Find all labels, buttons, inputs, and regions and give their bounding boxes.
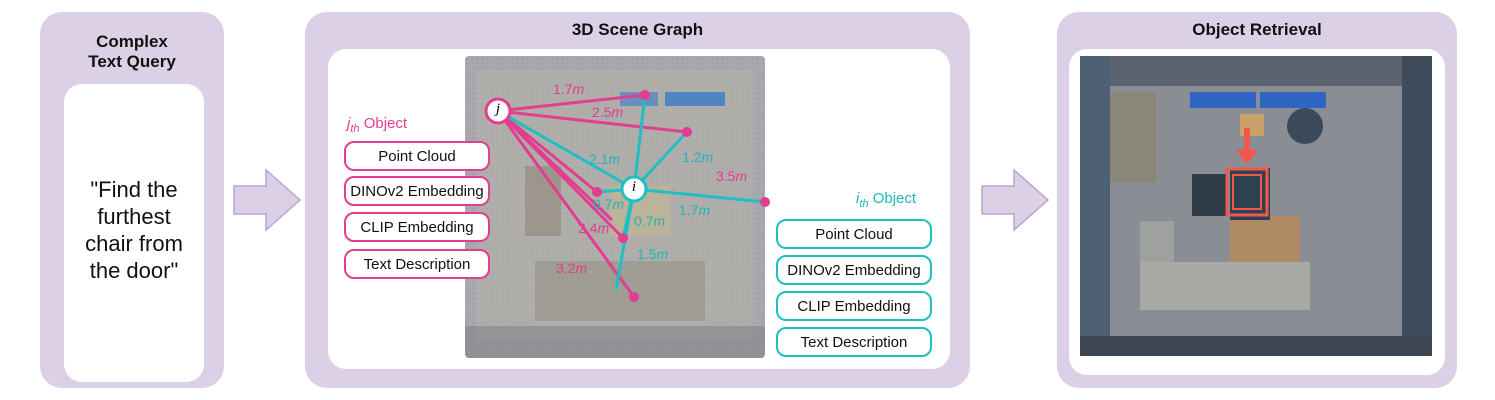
i-feature-clip: CLIP Embedding xyxy=(776,291,932,321)
node-i-label: i xyxy=(631,179,637,195)
distance-label: 0.7m xyxy=(593,196,625,212)
distance-label: 2.5m xyxy=(592,104,624,120)
distance-label: 3.5m xyxy=(716,168,748,184)
distance-label: 3.2m xyxy=(556,260,588,276)
flow-arrow-icon xyxy=(233,168,302,232)
room-render xyxy=(1080,56,1432,356)
distance-label: 1.2m xyxy=(682,149,714,165)
j-feature-clip: CLIP Embedding xyxy=(344,212,490,242)
j-feature-point-cloud: Point Cloud xyxy=(344,141,490,171)
i-feature-text: Text Description xyxy=(776,327,932,357)
retrieval-panel-title: Object Retrieval xyxy=(1192,20,1322,39)
i-object-label: ith Object xyxy=(856,190,917,210)
distance-label: 1.7m xyxy=(679,202,711,218)
distance-label: 1.7m xyxy=(553,81,585,97)
flow-arrow-icon xyxy=(981,168,1050,232)
distance-label: 2.4m xyxy=(578,220,610,236)
distance-label: 0.7m xyxy=(634,213,666,229)
j-object-label: jth Object xyxy=(347,115,408,135)
i-feature-dinov2: DINOv2 Embedding xyxy=(776,255,932,285)
query-text: "Find the furthest chair from the door" xyxy=(85,177,183,283)
query-panel: Complex Text Query "Find the furthest ch… xyxy=(40,12,224,388)
query-box: "Find the furthest chair from the door" xyxy=(64,84,204,382)
query-panel-title: Complex Text Query xyxy=(88,32,176,71)
distance-label: 2.1m xyxy=(589,151,621,167)
i-feature-point-cloud: Point Cloud xyxy=(776,219,932,249)
j-feature-text: Text Description xyxy=(344,249,490,279)
scene-graph-title: 3D Scene Graph xyxy=(571,20,704,39)
node-j-label: j xyxy=(495,101,501,117)
room-point-cloud xyxy=(465,56,765,358)
j-feature-dinov2: DINOv2 Embedding xyxy=(344,176,490,206)
distance-label: 1.5m xyxy=(637,246,669,262)
